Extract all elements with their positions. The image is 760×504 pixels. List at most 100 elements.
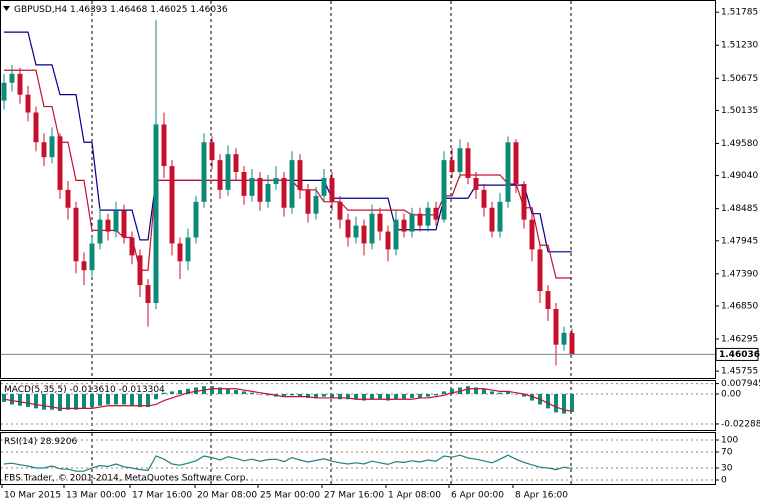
candle-body [361,225,367,244]
candle-body [433,207,439,220]
macd-bar [330,394,334,398]
macd-bar [74,394,78,410]
y-tick-label: 30 [721,464,733,474]
macd-bar [218,387,222,395]
candle-body [33,112,39,143]
candle-body [217,160,223,190]
candle-body [457,148,463,173]
x-tick-label: 10 Mar 2015 [4,491,61,501]
candle-body [545,291,551,309]
macd-bar [442,391,446,395]
candle-body [225,154,231,190]
panel-header: MACD(5,35,5) -0.013610 -0.013304 [4,385,165,395]
macd-bar [322,394,326,397]
x-tick-label: 25 Mar 00:00 [260,491,320,501]
candle-body [505,142,511,202]
x-tick-label: 17 Mar 16:00 [132,491,192,501]
macd-bar [266,394,270,396]
candle-body [41,142,47,158]
header-value: 1.46036 [190,5,227,15]
macd-bar [10,394,14,405]
macd-bar [162,392,166,395]
candle-body [473,177,479,190]
panel-frame [0,0,716,379]
candle-body [193,201,199,238]
macd-bar [58,394,62,412]
bid-label-box [715,347,759,361]
macd-bar [378,394,382,400]
candle-body [73,207,79,262]
macd-bar [394,394,398,400]
macd-bar [306,394,310,398]
macd-bar [234,390,238,395]
header-value: -0.013610 [70,385,116,395]
candle-body [9,73,15,83]
macd-bar [458,387,462,395]
macd-bar [450,388,454,395]
candle-body [161,124,167,167]
macd-bar [226,388,230,395]
macd-bar [402,394,406,400]
candle-body [353,225,359,238]
x-tick-label: 13 Mar 00:00 [66,491,126,501]
header-value: 1.46468 [110,5,147,15]
candle-body [177,243,183,262]
macd-bar [562,394,566,414]
macd-bar [426,394,430,397]
candle-body [145,285,151,303]
macd-bar [98,394,102,406]
macd-bar [482,388,486,395]
macd-bar [362,394,366,401]
candle-body [385,231,391,250]
y-tick-label: 1.50675 [721,74,758,84]
candle-body [241,172,247,196]
candle-body [529,219,535,250]
candle-body [393,219,399,250]
x-tick-label: 27 Mar 16:00 [324,491,384,501]
candle-body [553,308,559,345]
candle-body [329,177,335,202]
candle-body [489,207,495,232]
panel-title: GBPUSD,H4 [14,5,67,15]
candle-body [401,219,407,232]
candle-body [249,177,255,196]
macd-bar [138,394,142,408]
y-tick-label: 1.49580 [721,139,758,149]
macd-bar [530,394,534,401]
candle-body [265,183,271,202]
macd-bar [554,394,558,413]
candle-body [305,189,311,214]
macd-bar [66,394,70,410]
header-value: -0.013304 [119,385,165,395]
header-value: 1.46393 [70,5,107,15]
macd-bar [242,391,246,395]
candle-body [569,333,575,355]
y-tick-label: 1.46850 [721,301,758,311]
macd-bar [410,394,414,398]
candle-body [281,177,287,208]
candle-body [1,82,7,101]
header-value: 1.46025 [150,5,187,15]
macd-bar [178,390,182,395]
candle-body [289,160,295,208]
macd-bar [498,392,502,395]
candle-body [153,124,159,303]
candle-body [25,94,31,113]
candle-body [345,219,351,238]
candle-body [425,207,431,226]
macd-bar [210,386,214,395]
macd-bar [354,394,358,400]
y-tick-label: 1.47945 [721,236,758,246]
macd-bar [522,394,526,397]
header-value: 28.9206 [40,437,77,447]
macd-bar [82,394,86,409]
macd-bar [34,394,38,409]
macd-bar [2,394,6,402]
candle-body [513,142,519,184]
candle-body [113,210,119,232]
macd-bar [434,394,438,396]
macd-bar [386,394,390,401]
candle-body [377,213,383,232]
